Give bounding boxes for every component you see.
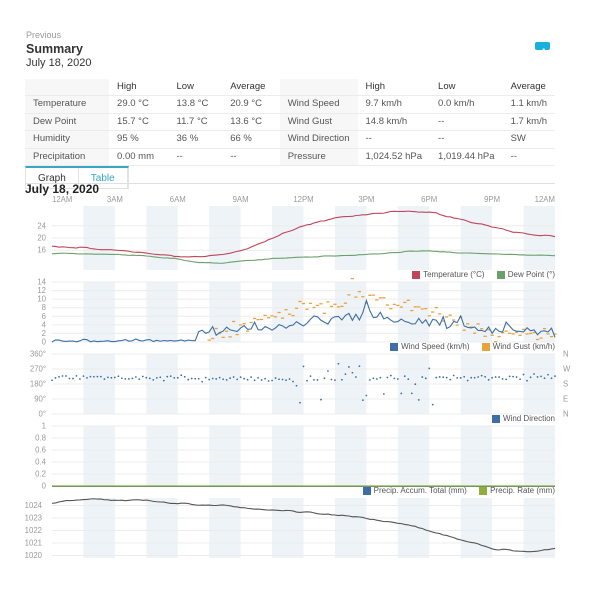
svg-text:0: 0 [42,482,47,491]
svg-text:0.8: 0.8 [35,434,46,443]
svg-text:0°: 0° [39,410,46,419]
svg-text:20: 20 [37,234,46,243]
svg-text:1024: 1024 [25,501,43,510]
svg-text:1: 1 [42,422,46,431]
svg-text:E: E [563,395,568,404]
svg-text:9PM: 9PM [484,195,500,204]
svg-text:360°: 360° [30,350,46,359]
svg-text:6PM: 6PM [421,195,437,204]
svg-text:W: W [563,365,571,374]
svg-text:3AM: 3AM [107,195,123,204]
svg-text:0.6: 0.6 [35,446,46,455]
svg-text:1023: 1023 [25,514,42,523]
svg-text:N: N [563,410,569,419]
svg-text:12AM: 12AM [52,195,72,204]
svg-text:180°: 180° [30,380,46,389]
svg-text:12AM: 12AM [535,195,555,204]
svg-text:1020: 1020 [25,551,43,560]
svg-text:6AM: 6AM [170,195,186,204]
svg-text:1022: 1022 [25,526,42,535]
svg-text:1021: 1021 [25,539,42,548]
svg-text:12PM: 12PM [293,195,313,204]
svg-text:N: N [563,350,569,359]
svg-text:3PM: 3PM [358,195,374,204]
svg-text:0.2: 0.2 [35,470,46,479]
svg-text:0.4: 0.4 [35,458,47,467]
svg-text:16: 16 [37,246,46,255]
svg-text:0: 0 [42,338,47,347]
svg-text:90°: 90° [34,395,46,404]
svg-text:270°: 270° [30,365,46,374]
svg-text:24: 24 [37,221,46,230]
svg-text:S: S [563,380,568,389]
svg-text:9AM: 9AM [233,195,249,204]
